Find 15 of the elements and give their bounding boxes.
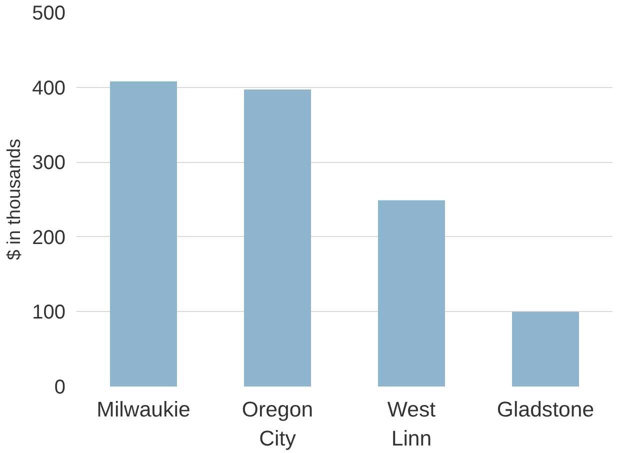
y-tick-label: 500 <box>32 2 66 24</box>
bar <box>244 90 311 386</box>
x-tick-label: Milwaukie <box>96 398 190 422</box>
bar <box>512 312 579 386</box>
y-tick-label: 300 <box>32 152 66 174</box>
x-tick-label: Gladstone <box>496 398 594 422</box>
x-tick-label: Oregon City <box>242 398 314 450</box>
y-tick-label: 0 <box>54 376 66 398</box>
x-tick-label: West Linn <box>387 398 436 450</box>
y-tick-label: 400 <box>32 77 66 100</box>
bar <box>378 200 445 386</box>
y-tick-label: 100 <box>32 302 66 324</box>
y-axis-title: $ in thousands <box>3 138 24 260</box>
y-tick-label: 200 <box>32 226 66 249</box>
bar <box>110 81 177 386</box>
